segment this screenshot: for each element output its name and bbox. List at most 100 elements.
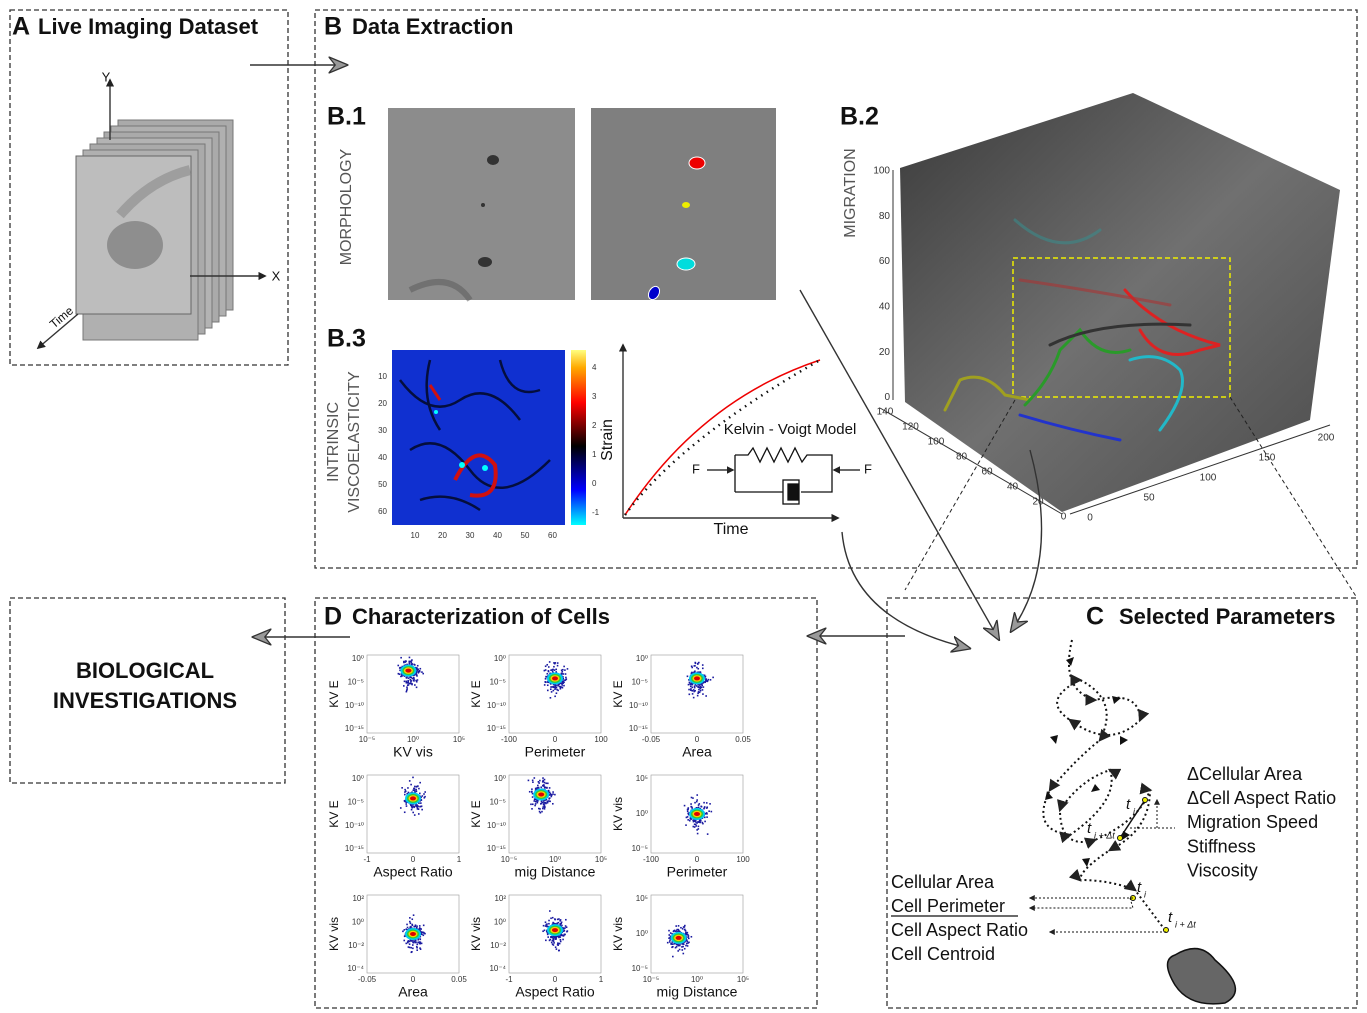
tick-label: 10⁰ (352, 917, 364, 926)
figure: A Live Imaging Dataset Y X Time B Data E… (0, 0, 1367, 1013)
scatter-dot (547, 684, 549, 686)
scatter-dot (413, 664, 415, 666)
scatter-dot (556, 692, 558, 694)
scatter-dot (554, 918, 556, 920)
scatter-dot (555, 937, 557, 939)
scatter-dot (554, 696, 556, 698)
scatter-dot (560, 686, 562, 688)
scatter-dot (409, 657, 411, 659)
tick-label: 10⁻⁵ (632, 844, 648, 853)
tick-label: 10⁰ (494, 917, 506, 926)
tick-label: -100 (643, 855, 660, 864)
scatter-dot (687, 809, 689, 811)
scatter-dot (691, 936, 693, 938)
scatter-dot (410, 681, 412, 683)
scatter-dot (561, 925, 563, 927)
scatter-dot (416, 675, 418, 677)
scatter-dot (421, 805, 423, 807)
tick-label: 10⁻¹⁰ (345, 821, 364, 830)
time-mark: t (1087, 820, 1092, 837)
scatter-dot (545, 802, 547, 804)
tick-label: 0 (1061, 512, 1067, 523)
scatter-dot (547, 802, 549, 804)
scatter-dot (550, 697, 552, 699)
scatter-dot (416, 946, 418, 948)
scatter-dot (567, 930, 569, 932)
scatter-dot (561, 684, 563, 686)
scatter-dot (410, 677, 412, 679)
scatter-dot (558, 918, 560, 920)
scatter-dot (688, 684, 690, 686)
tick-label: 0.05 (735, 735, 751, 744)
scatter-dot (549, 801, 551, 803)
scatter-dot (696, 799, 698, 801)
axis-label: Perimeter (525, 744, 586, 760)
scatter-dot (563, 680, 565, 682)
scatter-dot (668, 930, 670, 932)
scatter-dot (549, 940, 551, 942)
axis-label: Time (47, 303, 76, 331)
tick-label: 50 (521, 531, 530, 540)
scatter-plot: 10⁰10⁻⁵10⁻¹⁰10⁻¹⁵10⁻⁵10⁰10⁵mig DistanceK… (469, 774, 607, 880)
scatter-dot (549, 797, 551, 799)
scatter-dot (563, 673, 565, 675)
time-mark: t (1126, 796, 1131, 813)
scatter-dot (673, 931, 675, 933)
scatter-dot (547, 783, 549, 785)
scatter-dot (538, 781, 540, 783)
tick-label: 10⁻² (490, 941, 506, 950)
scatter-dot (545, 940, 547, 942)
colorbar (571, 350, 586, 525)
scatter-dot (547, 690, 549, 692)
scatter-dot (531, 808, 533, 810)
scatter-dot (404, 935, 406, 937)
tick-label: 10⁰ (352, 774, 364, 783)
panel-letter: A (12, 13, 30, 41)
scatter-dot (412, 777, 414, 779)
panel-title: Data Extraction (352, 14, 513, 39)
scatter-dot (532, 803, 534, 805)
scatter-dot (531, 791, 533, 793)
tick-label: 100 (873, 166, 890, 177)
scatter-dot (411, 940, 413, 942)
scatter-dot (669, 941, 671, 943)
scatter-dot (696, 685, 698, 687)
scatter-dot (700, 671, 702, 673)
parameter: Cell Perimeter (891, 896, 1005, 916)
scatter-dot (541, 811, 543, 813)
scatter-dot (712, 677, 714, 679)
scatter-dot (675, 931, 677, 933)
scatter-dot (687, 819, 689, 821)
scatter-dot (687, 942, 689, 944)
plot-frame (509, 775, 601, 853)
scatter-dot (682, 928, 684, 930)
scatter-dot (668, 934, 670, 936)
scatter-dot (423, 934, 425, 936)
scatter-dot (680, 927, 682, 929)
scatter-dot (421, 933, 423, 935)
scatter-dot (543, 925, 545, 927)
density-core (410, 796, 416, 800)
scatter-dot (558, 950, 560, 952)
scatter-dot (669, 939, 671, 941)
scatter-dot (413, 805, 415, 807)
scatter-dot (687, 807, 689, 809)
scatter-dot (677, 950, 679, 952)
subpanel-label: B.1 (327, 103, 366, 131)
scatter-dot (695, 825, 697, 827)
density-core (552, 676, 558, 680)
parameter: ΔCellular Area (1187, 764, 1303, 784)
density-core (552, 928, 558, 932)
scatter-dot (537, 802, 539, 804)
tick-label: 10⁰ (494, 654, 506, 663)
force-label: F (864, 461, 872, 476)
scatter-dot (546, 676, 548, 678)
scatter-dot (691, 807, 693, 809)
scatter-dot (416, 804, 418, 806)
scatter-dot (401, 787, 403, 789)
scatter-dot (422, 673, 424, 675)
scatter-dot (693, 665, 695, 667)
scatter-dot (561, 671, 563, 673)
scatter-dot (548, 666, 550, 668)
side-label: VISCOELASTICITY (346, 371, 363, 513)
